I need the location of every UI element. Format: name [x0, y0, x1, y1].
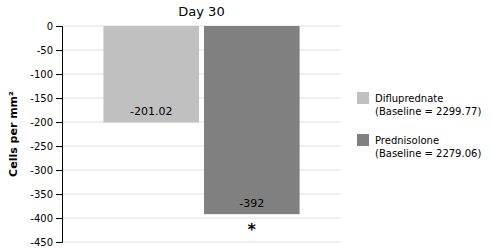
y-tick-mark: [56, 194, 62, 195]
legend: Difluprednate(Baseline = 2299.77) Prednis…: [357, 92, 481, 159]
legend-entry: Prednisolone(Baseline = 2279.06): [357, 134, 481, 159]
bar: [204, 26, 300, 214]
legend-swatch: [357, 134, 369, 146]
y-tick-mark: [56, 50, 62, 51]
annotation: *: [248, 220, 257, 239]
y-tick: -300: [30, 165, 62, 176]
chart-title: Day 30: [178, 4, 224, 19]
chart-svg: 0 -50 -100 -150 -200 -250 -300 -350 -400 -450 -201…: [0, 0, 491, 250]
y-tick-label: -50: [37, 45, 53, 56]
y-tick: -50: [37, 45, 62, 56]
bars: [103, 26, 299, 214]
legend-swatch: [357, 92, 369, 104]
y-tick: -250: [30, 141, 62, 152]
y-tick-label: -200: [30, 117, 53, 128]
y-axis-title: Cells per mm²: [7, 91, 20, 177]
y-tick-mark: [56, 122, 62, 123]
y-tick: 0: [47, 21, 62, 32]
y-tick: -200: [30, 117, 62, 128]
y-tick-label: -100: [30, 69, 53, 80]
legend-label: Difluprednate(Baseline = 2299.77): [375, 93, 481, 117]
y-tick: -350: [30, 189, 62, 200]
chart-container: 0 -50 -100 -150 -200 -250 -300 -350 -400 -450 -201…: [0, 0, 491, 250]
bar: [103, 26, 199, 122]
y-tick-label: -150: [30, 93, 53, 104]
y-axis-line: [56, 27, 63, 243]
y-tick-label: -250: [30, 141, 53, 152]
y-tick-mark: [56, 98, 62, 99]
y-tick-label: 0: [47, 21, 53, 32]
y-tick-label: -300: [30, 165, 53, 176]
legend-entry: Difluprednate(Baseline = 2299.77): [357, 92, 481, 117]
annotations: *: [248, 220, 257, 239]
y-axis: 0 -50 -100 -150 -200 -250 -300 -350 -400 -450: [30, 21, 62, 248]
plot-area: 0 -50 -100 -150 -200 -250 -300 -350 -400 -450 -201…: [30, 21, 341, 248]
y-tick: -450: [30, 237, 62, 248]
y-tick: -150: [30, 93, 62, 104]
y-tick-mark: [56, 146, 62, 147]
y-tick-mark: [56, 26, 62, 27]
y-tick-label: -350: [30, 189, 53, 200]
data-labels: -201.02 -392: [130, 105, 264, 210]
data-label: -392: [239, 197, 264, 210]
legend-label: Prednisolone(Baseline = 2279.06): [375, 135, 481, 159]
y-tick: -100: [30, 69, 62, 80]
grid-line: [62, 218, 341, 219]
grid: [62, 26, 341, 242]
grid-line: [62, 242, 341, 243]
y-tick-label: -450: [30, 237, 53, 248]
y-tick-label: -400: [30, 213, 53, 224]
y-tick: -400: [30, 213, 62, 224]
y-tick-mark: [56, 170, 62, 171]
data-label: -201.02: [130, 105, 172, 118]
y-tick-mark: [56, 218, 62, 219]
y-tick-mark: [56, 242, 62, 243]
y-tick-mark: [56, 74, 62, 75]
